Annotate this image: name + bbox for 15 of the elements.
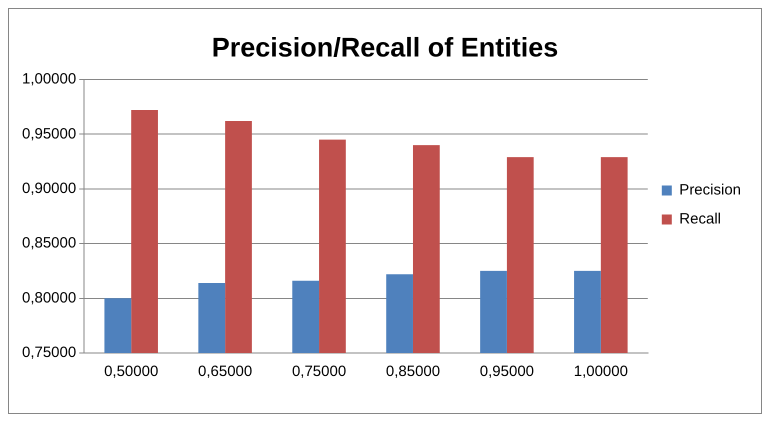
- y-tick-label: 0,90000: [22, 180, 76, 197]
- legend-label: Recall: [679, 210, 721, 228]
- y-tick-label: 0,95000: [22, 125, 76, 142]
- x-tick-label: 0,75000: [292, 363, 346, 380]
- x-tick-label: 0,50000: [104, 363, 158, 380]
- x-tick-label: 0,65000: [198, 363, 252, 380]
- y-tick-label: 0,75000: [22, 344, 76, 362]
- y-tick-label: 0,85000: [22, 234, 76, 252]
- y-tick-label: 1,00000: [22, 70, 76, 88]
- chart-title: Precision/Recall of Entities: [212, 32, 558, 63]
- y-tick-label: 0,80000: [22, 289, 76, 306]
- legend-label: Precision: [679, 182, 742, 199]
- x-tick-label: 0,95000: [480, 363, 534, 380]
- x-tick-label: 1,00000: [574, 363, 628, 380]
- x-tick-label: 0,85000: [386, 363, 440, 380]
